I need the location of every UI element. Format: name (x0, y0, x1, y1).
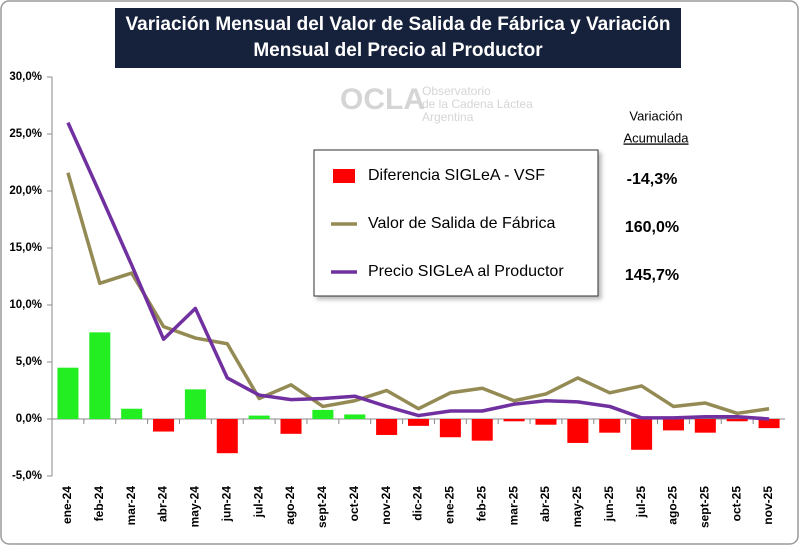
x-tick-label: abr-24 (156, 486, 170, 522)
bar (631, 419, 653, 450)
legend-label: Diferencia SIGLeA - VSF (368, 167, 545, 184)
x-tick-label: mar-25 (506, 486, 520, 526)
bar (248, 415, 270, 419)
x-tick-label: nov-25 (761, 486, 775, 525)
y-tick-label: -5,0% (12, 470, 42, 482)
legend-swatch (333, 169, 355, 183)
legend-label: Precio SIGLeA al Productor (368, 263, 564, 280)
bar (280, 419, 302, 434)
bar (89, 332, 111, 419)
x-tick-label: oct-25 (729, 486, 743, 522)
bar (121, 408, 143, 419)
y-tick-label: 5,0% (16, 356, 42, 368)
x-tick-label: jun-25 (602, 486, 616, 523)
watermark-text: de la Cadena Láctea (422, 97, 533, 111)
x-tick-label: ene-24 (60, 486, 74, 524)
legend-box (313, 149, 599, 297)
x-tick-label: oct-24 (347, 486, 361, 522)
x-tick-label: ene-25 (443, 486, 457, 524)
x-tick-label: sept-24 (315, 486, 329, 528)
x-tick-label: abr-25 (538, 486, 552, 522)
x-tick-label: mar-24 (124, 486, 138, 526)
bar (694, 419, 716, 433)
bar (344, 414, 366, 419)
x-tick-label: jul-24 (251, 486, 265, 519)
x-tick-label: jul-25 (634, 486, 648, 519)
x-tick-label: dic-24 (411, 486, 425, 521)
x-tick-label: feb-25 (474, 486, 488, 522)
bar (503, 419, 525, 422)
y-tick-label: 0,0% (16, 413, 42, 425)
x-tick-label: may-24 (188, 486, 202, 528)
bar (407, 419, 430, 426)
bar (216, 419, 238, 454)
cumulative-value: 160,0% (625, 219, 679, 236)
bar (471, 419, 493, 441)
bar (184, 389, 206, 419)
cumulative-header: Variación (629, 108, 682, 123)
bar (567, 419, 589, 443)
x-tick-label: ago-25 (666, 486, 680, 525)
y-tick-label: 15,0% (9, 242, 42, 254)
line (66, 121, 770, 421)
line (66, 172, 770, 416)
legend-label: Valor de Salida de Fábrica (368, 215, 555, 232)
bar (535, 419, 557, 425)
y-tick-label: 20,0% (9, 185, 42, 197)
cumulative-header: Acumulada (623, 130, 689, 145)
bar (439, 419, 461, 438)
y-tick-label: 10,0% (9, 299, 42, 311)
x-tick-label: feb-24 (92, 486, 106, 522)
watermark-text: Observatorio (422, 84, 491, 98)
chart-title: Variación Mensual del Valor de Salida de… (115, 8, 681, 68)
watermark-text: Argentina (422, 110, 474, 124)
bar (57, 367, 79, 419)
bar (312, 409, 334, 419)
bar (376, 419, 398, 435)
y-tick-label: 25,0% (9, 128, 42, 140)
bar (726, 419, 748, 422)
x-tick-label: sept-25 (697, 486, 711, 528)
cumulative-value: 145,7% (625, 267, 679, 284)
bar (153, 419, 175, 432)
x-tick-label: nov-24 (379, 486, 393, 525)
watermark-logo: OCLA (340, 83, 425, 116)
x-tick-label: may-25 (570, 486, 584, 528)
x-tick-label: jun-24 (219, 486, 233, 523)
bar (599, 419, 621, 433)
bar (758, 419, 780, 429)
cumulative-value: -14,3% (627, 171, 678, 188)
x-tick-label: ago-24 (283, 486, 297, 525)
bar (662, 419, 684, 431)
y-tick-label: 30,0% (9, 71, 42, 83)
